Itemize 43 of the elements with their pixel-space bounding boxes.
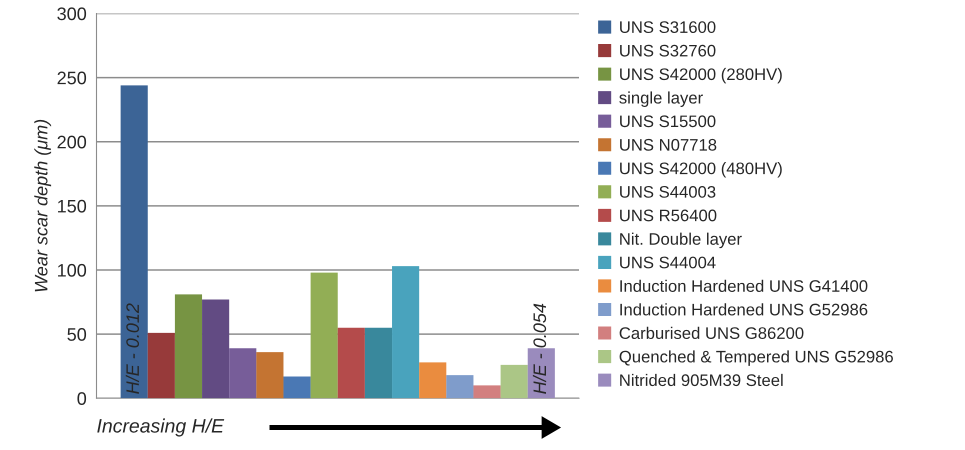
legend-label: UNS N07718 (620, 138, 716, 151)
bar (528, 348, 555, 398)
legend-label: Carburised UNS G86200 (620, 326, 804, 340)
y-tick-label: 150 (58, 200, 86, 213)
y-axis-title: Wear scar depth (μm) (34, 120, 52, 292)
legend-label: Quenched & Tempered UNS G52986 (620, 350, 893, 366)
text: Increasing H/E (97, 418, 224, 437)
legend-label: UNS S42000 (280HV) (620, 68, 782, 84)
legend-label: UNS S32760 (620, 44, 716, 57)
legend-label: UNS S42000 (480HV) (620, 162, 782, 178)
y-tick-label: 0 (77, 392, 86, 405)
y-tick-label: 200 (58, 136, 86, 148)
bar (419, 362, 446, 398)
legend-label: Nitrided 905M39 Steel (620, 374, 783, 386)
bar (120, 85, 148, 398)
bar (202, 300, 230, 398)
legend-label: UNS R56400 (620, 210, 716, 222)
bar (229, 348, 256, 398)
bar (338, 328, 365, 398)
y-tick-label: 300 (57, 7, 86, 20)
legend-label: Induction Hardened UNS G52986 (620, 303, 868, 316)
legend-label: Induction Hardened UNS G41400 (620, 280, 868, 292)
bar (174, 294, 202, 398)
bar (500, 364, 528, 398)
bar (148, 332, 175, 398)
legend-label: single layer (619, 91, 703, 107)
legend-label: UNS S44004 (620, 256, 716, 268)
bar (310, 272, 338, 398)
annotation: H/E - 0.054 (532, 304, 546, 394)
bar (364, 328, 392, 398)
y-tick-label: 50 (67, 328, 86, 341)
legend-label: UNS S15500 (620, 115, 716, 128)
bar (473, 385, 501, 398)
bar (392, 266, 420, 398)
y-tick-label: 100 (58, 264, 86, 277)
bar (283, 376, 311, 398)
bar (256, 352, 284, 398)
bar (446, 375, 474, 398)
y-tick-label: 250 (58, 72, 86, 84)
legend-label: UNS S44003 (620, 186, 716, 198)
legend-label: Nit. Double layer (620, 232, 742, 248)
legend-label: UNS S31600 (620, 21, 716, 34)
annotation: H/E - 0.012 (126, 303, 140, 394)
